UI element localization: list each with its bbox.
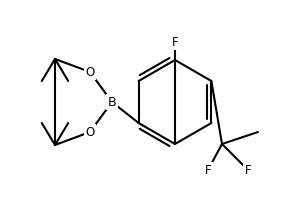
Text: F: F xyxy=(245,163,251,176)
Text: F: F xyxy=(172,35,178,48)
Text: B: B xyxy=(108,95,116,108)
Text: F: F xyxy=(205,163,211,176)
Text: O: O xyxy=(85,66,95,79)
Text: O: O xyxy=(85,125,95,139)
